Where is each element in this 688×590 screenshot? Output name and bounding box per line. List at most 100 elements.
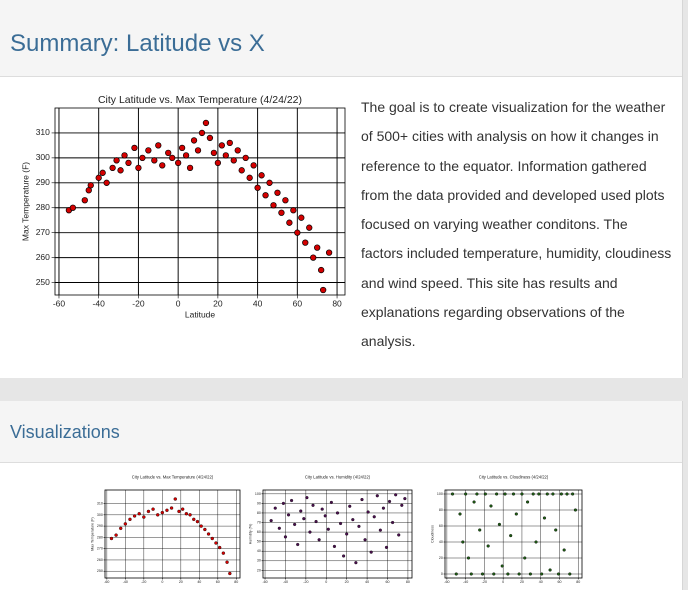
point bbox=[531, 492, 535, 496]
point bbox=[234, 147, 241, 154]
point bbox=[363, 538, 367, 542]
point bbox=[308, 530, 312, 534]
y-tick-label: 250 bbox=[97, 569, 103, 573]
y-tick-label: 260 bbox=[97, 558, 103, 562]
y-axis-label: Max Temperature (F) bbox=[91, 517, 95, 550]
point bbox=[290, 498, 294, 503]
y-tick-label: 270 bbox=[97, 547, 103, 551]
point bbox=[571, 492, 575, 496]
panel-header: Visualizations bbox=[0, 401, 682, 463]
x-tick-label: 0 bbox=[502, 580, 504, 584]
x-tick-label: 80 bbox=[576, 580, 580, 584]
point bbox=[192, 517, 196, 522]
point bbox=[299, 509, 303, 513]
x-tick-label: 60 bbox=[216, 580, 220, 584]
chart-thumbnail[interactable]: -60 -40 -20 0 20 40 60 80 0 20 40 60 80 100 City Latit… bbox=[420, 472, 590, 590]
point bbox=[458, 512, 462, 516]
point bbox=[314, 244, 321, 251]
point bbox=[282, 197, 289, 204]
chart-thumbnail[interactable]: -60 -40 -20 0 20 40 60 80 20 30 40 50 60 70 80 90 100 Cit… bbox=[238, 472, 418, 590]
x-tick-label: 40 bbox=[197, 580, 201, 584]
point bbox=[266, 179, 273, 186]
point bbox=[242, 154, 249, 162]
point bbox=[559, 492, 563, 496]
point bbox=[103, 179, 110, 186]
y-tick-label: 310 bbox=[97, 501, 103, 505]
point bbox=[296, 542, 300, 547]
y-tick-label: 280 bbox=[36, 202, 50, 212]
y-tick-label: 80 bbox=[257, 511, 261, 515]
point bbox=[317, 538, 321, 542]
point bbox=[391, 520, 395, 525]
point bbox=[290, 207, 297, 214]
point bbox=[109, 536, 114, 541]
point bbox=[286, 513, 291, 517]
plot-frame bbox=[54, 107, 346, 296]
point bbox=[311, 503, 315, 507]
x-tick-label: -20 bbox=[141, 580, 146, 584]
plot-area bbox=[445, 490, 582, 578]
point bbox=[180, 507, 185, 511]
point bbox=[310, 254, 317, 261]
point bbox=[326, 527, 330, 531]
point bbox=[351, 518, 355, 522]
x-tick-label: 20 bbox=[345, 580, 349, 584]
point bbox=[199, 524, 203, 528]
x-tick-label: 0 bbox=[176, 299, 181, 309]
point bbox=[128, 517, 132, 522]
chart-thumbnail[interactable]: -60 -40 -20 0 20 40 60 80 250 260 270 280 290 300 310 C… bbox=[78, 472, 248, 590]
point bbox=[155, 142, 162, 149]
point bbox=[573, 508, 578, 512]
point bbox=[403, 497, 407, 501]
y-axis-label: Cloudiness bbox=[431, 525, 435, 543]
point bbox=[175, 159, 182, 167]
x-tick-label: 0 bbox=[161, 580, 163, 584]
point bbox=[165, 149, 172, 157]
point bbox=[195, 519, 200, 524]
y-tick-label: 40 bbox=[439, 540, 443, 544]
point bbox=[354, 561, 358, 565]
point bbox=[186, 164, 194, 171]
point bbox=[146, 509, 151, 514]
point bbox=[335, 511, 340, 515]
x-tick-label: -40 bbox=[283, 580, 288, 584]
point bbox=[286, 219, 293, 226]
point bbox=[503, 492, 507, 496]
point bbox=[372, 515, 376, 519]
point bbox=[81, 197, 88, 204]
point bbox=[169, 506, 174, 510]
point bbox=[113, 157, 120, 164]
point bbox=[526, 500, 530, 504]
point bbox=[125, 159, 132, 167]
point bbox=[375, 494, 379, 498]
point bbox=[95, 174, 102, 181]
point bbox=[190, 137, 198, 144]
point bbox=[228, 571, 232, 576]
point bbox=[534, 540, 538, 544]
point bbox=[151, 157, 158, 164]
point bbox=[173, 497, 177, 501]
point bbox=[565, 492, 569, 496]
point bbox=[117, 167, 124, 174]
point bbox=[214, 541, 218, 545]
summary-text: The goal is to create visualization for … bbox=[361, 99, 672, 350]
point bbox=[218, 142, 225, 149]
point bbox=[210, 536, 214, 541]
point bbox=[454, 572, 458, 576]
x-tick-label: -60 bbox=[104, 580, 109, 584]
point bbox=[151, 507, 155, 511]
point bbox=[160, 510, 165, 515]
point bbox=[480, 572, 485, 576]
y-tick-label: 250 bbox=[36, 277, 50, 287]
point bbox=[500, 564, 504, 568]
x-tick-label: -60 bbox=[53, 299, 66, 309]
point bbox=[145, 147, 152, 154]
x-tick-label: 20 bbox=[179, 580, 183, 584]
point bbox=[320, 286, 327, 294]
y-tick-label: 270 bbox=[36, 227, 50, 237]
point bbox=[283, 535, 288, 539]
point bbox=[142, 515, 146, 519]
x-tick-label: 80 bbox=[234, 580, 238, 584]
plot-area bbox=[263, 490, 412, 578]
